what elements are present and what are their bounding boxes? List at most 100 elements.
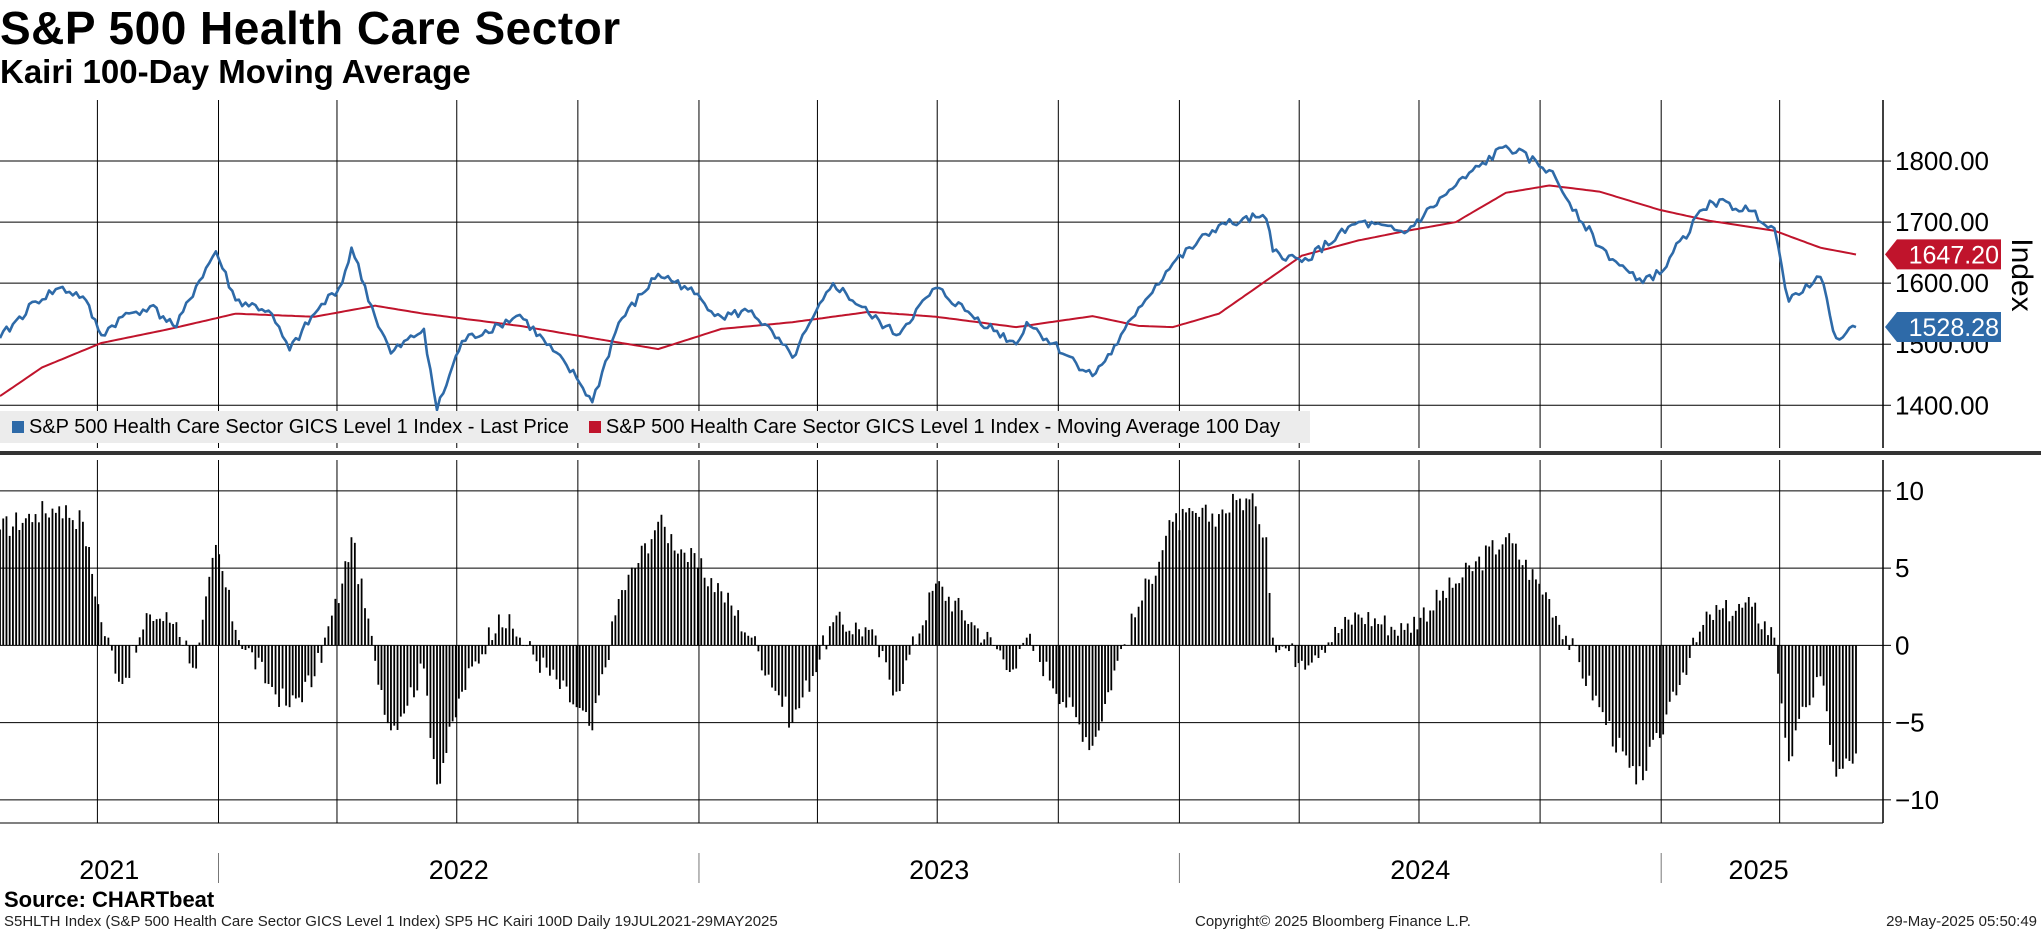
kairi-bar [898,645,901,692]
kairi-bar [805,645,807,681]
kairi-bar [1130,613,1133,646]
kairi-bar [1048,645,1051,681]
kairi-bar [380,645,383,690]
kairi-bar [221,571,224,646]
y-axis-title: Index [2005,238,2038,311]
kairi-bar [288,645,291,708]
kairi-bar [159,618,161,646]
kairi-bar [525,645,528,647]
kairi-bar [294,645,297,699]
kairi-bar [337,603,340,646]
kairi-bar [791,645,794,723]
kairi-bar [1350,624,1353,646]
kairi-bar [1307,645,1310,666]
kairi-bar [1481,570,1484,646]
kairi-bar [1324,645,1327,653]
kairi-bar [24,518,27,646]
kairi-bar [878,645,881,658]
kairi-bar [327,626,330,646]
kairi-bar [1791,645,1794,757]
kairi-bar [1518,559,1521,646]
kairi-bar [657,521,660,646]
kairi-bar [267,645,270,684]
kairi-bar [1438,600,1441,646]
kairi-bar [85,546,87,646]
kairi-bar [1005,645,1008,671]
kairi-bar [291,645,294,696]
kairi-bar [15,512,18,646]
kairi-bar [367,618,370,646]
kairi-bar [1621,645,1624,752]
kairi-bar [149,614,151,646]
kairi-bar [234,629,237,646]
kairi-bar [191,645,194,668]
kairi-bar [357,584,360,646]
kairi-bar [1275,645,1277,653]
kairi-bar [673,550,676,646]
kairi-bar [97,604,100,646]
kairi-bar [1134,617,1136,646]
kairi-bar [426,645,429,696]
kairi-bar [182,645,184,646]
kairi-bar [1383,615,1386,646]
kairi-bar [1571,638,1574,646]
kairi-bar [1284,645,1287,649]
kairi-bar [999,645,1002,651]
last-price-last-tag-label: 1528.28 [1909,314,1999,342]
kairi-bar [604,645,607,668]
kairi-bar [1798,645,1801,719]
kairi-bar [964,620,966,646]
kairi-bar [1832,645,1834,762]
kairi-bar [1137,606,1140,646]
y-tick-label-kairi: 0 [1895,630,1909,660]
kairi-bar [660,514,663,646]
kairi-bar [630,567,633,646]
kairi-bar [970,622,973,646]
kairi-bar [700,558,703,646]
kairi-bar [1422,607,1425,646]
kairi-bar [1751,606,1753,646]
kairi-bar [1268,592,1271,646]
kairi-bar [588,645,591,726]
kairi-bar [864,627,867,646]
kairi-bar [858,629,860,646]
kairi-bar [274,645,277,695]
kairi-bar [1595,645,1597,696]
x-tick-label-year: 2021 [79,855,139,885]
kairi-bar [21,522,24,646]
kairi-bar [1416,629,1419,646]
kairi-bar [1672,645,1674,692]
kairi-bar [519,637,521,646]
kairi-bar [1300,645,1303,661]
kairi-bar [1744,602,1747,646]
kairi-bar [1347,619,1350,646]
kairi-bar [1819,645,1822,677]
kairi-bar [110,645,113,651]
kairi-bar [581,645,584,711]
kairi-bar [1390,626,1393,646]
kairi-bar [1588,645,1591,676]
kairi-bar [100,622,103,646]
kairi-bar [1648,645,1651,747]
kairi-bar [601,645,604,675]
kairi-bar [1097,645,1100,731]
kairi-bar [1767,635,1769,646]
kairi-bar [454,645,457,718]
kairi-bar [624,590,627,646]
kairi-bar [1728,621,1731,646]
kairi-bar [781,645,784,707]
kairi-bar [5,516,8,646]
kairi-bar [832,622,835,646]
kairi-bar [1171,521,1174,646]
kairi-bar [1468,565,1471,646]
ticker-line: S5HLTH Index (S&P 500 Health Care Sector… [4,913,778,930]
kairi-bar [874,635,877,646]
kairi-bar [992,645,995,646]
kairi-bar [128,645,131,678]
kairi-bar [683,552,686,646]
kairi-bar [58,506,61,646]
kairi-bar [1075,645,1077,718]
kairi-bar [1245,498,1248,646]
kairi-bar [1615,645,1617,753]
kairi-bar [360,578,363,646]
